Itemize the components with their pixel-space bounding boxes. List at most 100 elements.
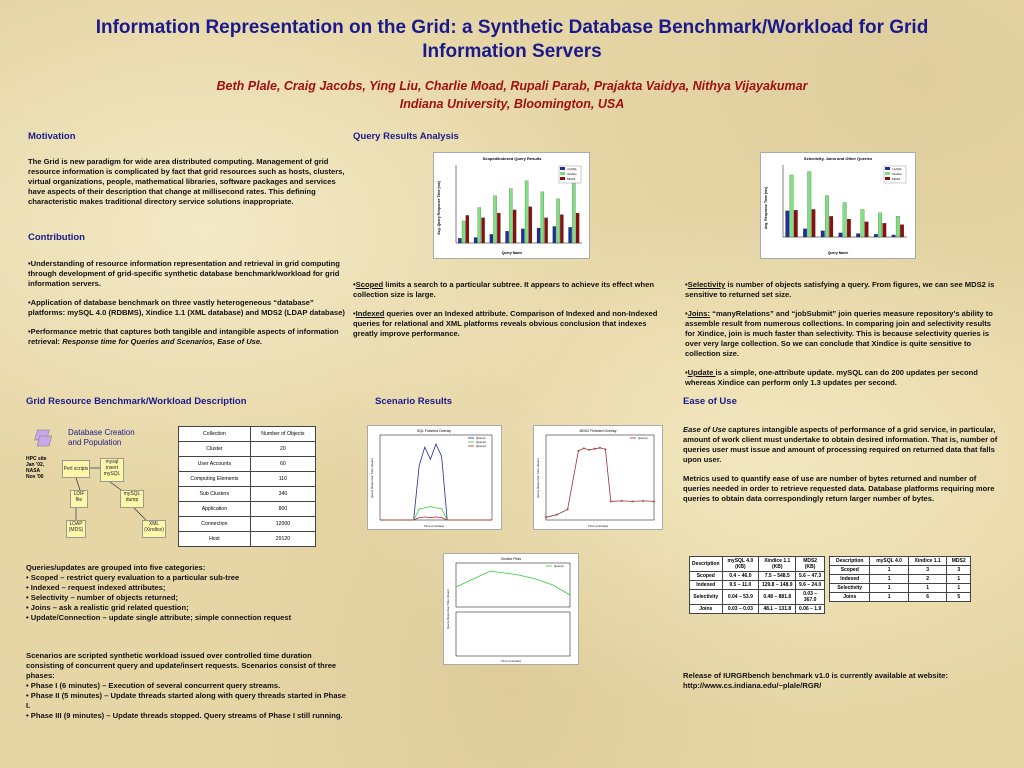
legend-swatch (885, 172, 890, 175)
collections-table-cell: Application (178, 501, 251, 517)
bar-xindice (556, 198, 560, 244)
series-line-query1 (455, 570, 571, 596)
indexed-term: Indexed (355, 309, 385, 318)
series-line-query3 (380, 516, 492, 521)
scenario-phase-item: • Phase I (6 minutes) – Execution of sev… (26, 681, 281, 690)
bar-xindice (540, 191, 545, 244)
selectivity-paragraph: •Selectivity is number of objects satisf… (685, 280, 995, 299)
bar-xindice (807, 171, 812, 238)
authors: Beth Plale, Craig Jacobs, Ying Liu, Char… (216, 79, 808, 93)
bytes-table-cell: 0.4 – 46.0 (721, 571, 760, 581)
queries-count-table-row: Scoped 1 3 3 (828, 565, 971, 575)
diagram-title: Database Creation and Population (68, 428, 135, 447)
legend-swatch (560, 167, 565, 170)
query-category-item: • Joins – ask a realistic grid related q… (26, 603, 189, 612)
legend-swatch (560, 172, 565, 175)
bytes-table-cell: 48.1 – 131.8 (758, 604, 797, 614)
chart-xindice-svg: Xindice Plots Time (minutes) Query Respo… (446, 557, 571, 663)
bar-xindice (895, 216, 900, 238)
contribution-bullet-3: •Performance metric that captures both t… (28, 327, 346, 347)
bytes-table-body: Description mySQL 4.0 (KB) Xindice 1.1 (KB… (689, 556, 825, 614)
legend-label: Query1 (476, 436, 486, 440)
node-perl-scripts: Perl scripts (62, 460, 90, 478)
joins-paragraph: •Joins: “manyRelations” and “jobSubmit” … (685, 309, 993, 358)
bar-mysql (820, 230, 825, 238)
collections-table-header-cell: Collection (178, 426, 251, 442)
bar-mds2 (575, 212, 580, 244)
bytes-table-header-cell: MDS2 (KB) (795, 556, 825, 572)
collections-table-row: Sub Clusters 340 (178, 486, 317, 502)
chart-mds2-overlay-svg: MDS2 Finished Overlay Time (minutes) Que… (536, 429, 656, 528)
queries-count-table-row: Selectivity 1 1 1 (828, 583, 971, 593)
queries-count-table-body: Description mySQL 4.0 Xindice 1.1 MDS2 Scope… (828, 556, 971, 602)
scenario-description: Scenarios are scripted synthetic workloa… (26, 651, 351, 721)
collections-table-cell: 29120 (249, 531, 317, 547)
bar-mds2 (528, 206, 533, 244)
chart4-xlabel: Time (minutes) (588, 524, 608, 528)
plot-frame-lower (455, 611, 571, 657)
bytes-table-cell: 5.6 – 47.3 (795, 571, 825, 581)
bar-mds2 (811, 209, 816, 238)
bar-xindice (461, 220, 466, 244)
queries-count-table-cell: 1 (869, 583, 909, 593)
bytes-table-header-row: Description mySQL 4.0 (KB) Xindice 1.1 (KB… (689, 556, 825, 572)
bar-xindice (477, 207, 482, 244)
bar-mds2 (560, 214, 564, 244)
folder-icon-2 (36, 435, 53, 447)
queries-text: Queries/updates are grouped into five ca… (26, 563, 351, 623)
chart3-xlabel: Time (minutes) (424, 524, 444, 528)
queries-count-table-cell: 6 (907, 592, 948, 602)
collections-table-cell: Host (178, 531, 251, 547)
bytes-table-cell: Selectivity (689, 589, 723, 605)
arrow-perl-ldif (75, 477, 81, 491)
series-point (566, 508, 569, 511)
chart3-title: SQL Finished Overlay (417, 429, 451, 433)
series-point (652, 500, 656, 503)
chart-selectivity-joins-svg: Selectivity, Joins and Other Queries Que… (764, 156, 907, 255)
chart-mds2-overlay: MDS2 Finished Overlay Time (minutes) Que… (533, 425, 663, 530)
queries-count-table-cell: Selectivity (828, 583, 871, 593)
indexed-text: queries over an Indexed attribute. Compa… (353, 309, 658, 338)
scenario-intro: Scenarios are scripted synthetic workloa… (26, 651, 337, 680)
series-point (620, 499, 623, 502)
collections-table-cell: 20 (249, 441, 317, 457)
ease-paragraph-1: Ease of Use captures intangible aspects … (683, 425, 998, 465)
bar-xindice (878, 212, 883, 238)
queries-list: • Scoped – restrict query evaluation to … (26, 573, 351, 623)
collections-table-row: Cluster 20 (178, 441, 317, 457)
legend-swatch (885, 177, 890, 180)
selectivity-text: is number of objects satisfying a query.… (685, 280, 995, 299)
collections-table-cell: Cluster (178, 441, 251, 457)
bytes-table-cell: Scoped (689, 571, 723, 581)
query-category-item: • Indexed – request indexed attributes; (26, 583, 166, 592)
arrow-dump-xml (133, 507, 147, 521)
bytes-table: Description mySQL 4.0 (KB) Xindice 1.1 (KB… (689, 556, 825, 614)
scenario-heading: Scenario Results (375, 396, 453, 407)
bar-mds2 (497, 212, 501, 244)
chart-sql-overlay: SQL Finished Overlay Time (minutes) Quer… (367, 425, 502, 530)
node-mysql-dump: mySQL dump (120, 490, 144, 508)
bar-xindice (493, 195, 497, 244)
scoped-indexed-text: •Scoped limits a search to a particular … (353, 280, 669, 348)
plot-frame (379, 434, 493, 521)
motivation-text: The Grid is new paradigm for wide area d… (28, 157, 345, 206)
bar-mysql (458, 238, 462, 244)
contribution-heading: Contribution (28, 232, 85, 243)
bar-mysql (489, 234, 494, 244)
legend-label: Query3 (476, 444, 486, 448)
plot-frame (545, 434, 655, 521)
node-ldap: LDAP (MDS) (66, 520, 86, 538)
queries-count-table: Description mySQL 4.0 Xindice 1.1 MDS2 Scope… (828, 556, 971, 602)
chart-xindice: Xindice Plots Time (minutes) Query Respo… (443, 553, 579, 665)
scoped-term: Scoped (355, 280, 384, 289)
series-point (544, 516, 548, 519)
bar-mysql (803, 228, 807, 238)
queries-count-table-cell: Indexed (828, 574, 871, 584)
queries-count-table-cell: 1 (946, 583, 971, 593)
bytes-table-cell: 9.6 – 24.0 (795, 580, 825, 590)
bytes-table-cell: 9.5 – 11.0 (721, 580, 760, 590)
queries-count-table-cell: 1 (869, 565, 909, 575)
ease-text: Ease of Use captures intangible aspects … (683, 425, 998, 513)
collections-table: Collection Number of Objects Cluster 20 User… (178, 426, 317, 547)
collections-table-header-row: Collection Number of Objects (178, 426, 317, 442)
